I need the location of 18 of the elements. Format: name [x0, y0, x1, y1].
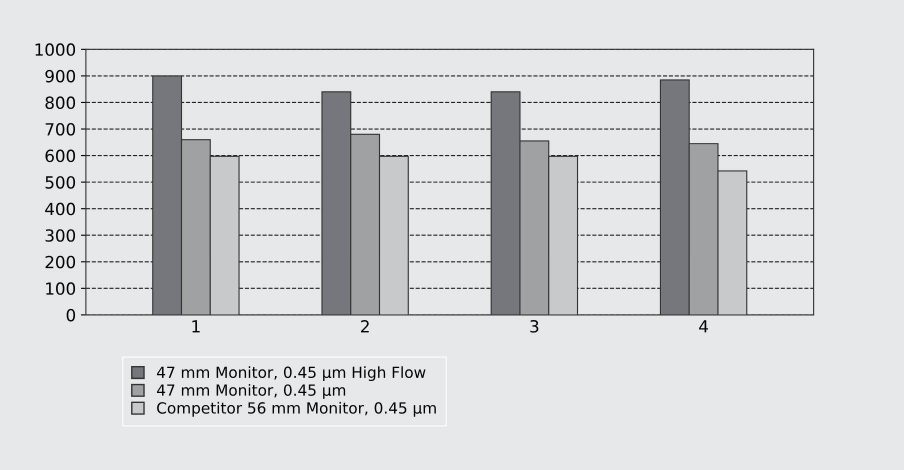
- y-tick-label: 0: [66, 308, 76, 322]
- x-tick-label: 3: [530, 320, 538, 333]
- y-tick-label: 500: [46, 176, 76, 189]
- x-tick-label: 2: [361, 320, 369, 332]
- x-tick-label: 1: [192, 320, 200, 332]
- y-tick-label: 1000: [36, 43, 76, 56]
- y-tick-label: 700: [46, 122, 76, 136]
- y-tick-label: 200: [46, 256, 76, 268]
- y-tick-label: 300: [46, 229, 76, 242]
- y-tick-label: 400: [45, 202, 76, 216]
- y-tick-label: 900: [45, 70, 76, 82]
- legend-label: Competitor 56 mm Monitor, 0.45 µm: [157, 402, 436, 417]
- legend-label: 47 mm Monitor, 0.45 µm: [156, 384, 346, 399]
- legend-label: 47 mm Monitor, 0.45 µm High Flow: [156, 366, 426, 382]
- y-tick-label: 100: [46, 282, 76, 295]
- y-tick-label: 600: [46, 150, 76, 162]
- y-tick-label: 800: [45, 96, 76, 110]
- x-tick-label: 4: [699, 320, 708, 332]
